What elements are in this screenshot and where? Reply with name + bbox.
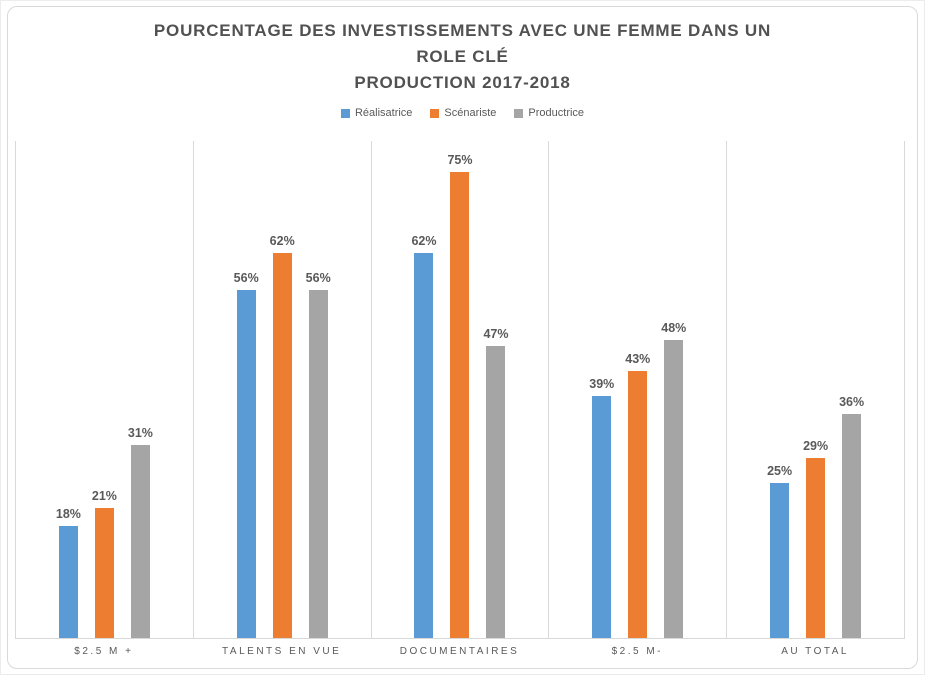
data-label: 56% (305, 271, 331, 286)
category-group: 62% 75% 47% (370, 141, 549, 638)
category-label: $2.5 M + (74, 646, 134, 657)
bar-scénariste: 21% (92, 489, 117, 638)
data-label: 39% (589, 376, 615, 391)
legend-swatch-icon (430, 108, 440, 118)
data-label: 21% (91, 488, 117, 503)
chart-legend: Réalisatrice Scénariste Productrice (1, 107, 924, 119)
bar-scénariste: 75% (447, 153, 473, 638)
legend-item: Scénariste (430, 107, 496, 119)
bar-productrice: 48% (661, 321, 686, 638)
bar-productrice: 47% (483, 327, 509, 638)
data-label: 25% (767, 463, 793, 478)
bar-réalisatrice: 62% (411, 234, 437, 638)
bar-réalisatrice: 18% (56, 507, 81, 638)
category-label: AU TOTAL (781, 646, 849, 657)
data-label: 75% (447, 153, 473, 168)
legend-label: Scénariste (444, 107, 497, 119)
bar-productrice: 36% (839, 395, 864, 638)
bar-productrice: 31% (128, 426, 153, 638)
legend-label: Réalisatrice (354, 107, 413, 119)
legend-item: Réalisatrice (340, 107, 413, 119)
legend-swatch-icon (514, 108, 524, 118)
chart-title-line-3: PRODUCTION 2017-2018 (354, 73, 571, 92)
data-label: 31% (127, 426, 153, 441)
category-axis: $2.5 M + TALENTS EN VUE DOCUMENTAIRES $2.5 … (15, 640, 904, 657)
category-group: 39% 43% 48% (548, 141, 726, 638)
bar-réalisatrice: 25% (767, 464, 792, 638)
data-label: 29% (803, 438, 829, 453)
data-label: 62% (269, 233, 295, 248)
bar-réalisatrice: 56% (234, 271, 259, 638)
bar-scénariste: 29% (803, 439, 828, 638)
category-group: 56% 62% 56% (192, 141, 371, 638)
category-group: 25% 29% 36% (726, 141, 904, 638)
chart-title: POURCENTAGE DES INVESTISSEMENTS AVEC UNE… (1, 18, 924, 96)
bar-productrice: 56% (306, 271, 331, 638)
chart-title-line-2: ROLE CLÉ (416, 47, 509, 66)
data-label: 18% (55, 507, 81, 522)
category-label: DOCUMENTAIRES (399, 646, 520, 657)
category-label: TALENTS EN VUE (222, 646, 342, 657)
legend-swatch-icon (340, 108, 350, 118)
data-label: 43% (625, 351, 651, 366)
chart-title-line-1: POURCENTAGE DES INVESTISSEMENTS AVEC UNE… (153, 21, 772, 40)
legend-label: Productrice (528, 107, 585, 119)
legend-item: Productrice (514, 107, 584, 119)
category-group: 18% 21% 31% (15, 141, 193, 638)
plot-area: 18% 21% 31% 56% 62% 56% 62% 75% 47% 39% 43% 48% 25% 2… (15, 141, 905, 639)
bar-réalisatrice: 39% (589, 377, 614, 638)
data-label: 47% (483, 327, 509, 342)
bar-scénariste: 62% (270, 234, 295, 638)
data-label: 56% (233, 271, 259, 286)
data-label: 48% (661, 320, 687, 335)
data-label: 62% (411, 233, 437, 248)
category-label: $2.5 M- (611, 646, 663, 657)
bar-scénariste: 43% (625, 352, 650, 638)
data-label: 36% (839, 395, 865, 410)
